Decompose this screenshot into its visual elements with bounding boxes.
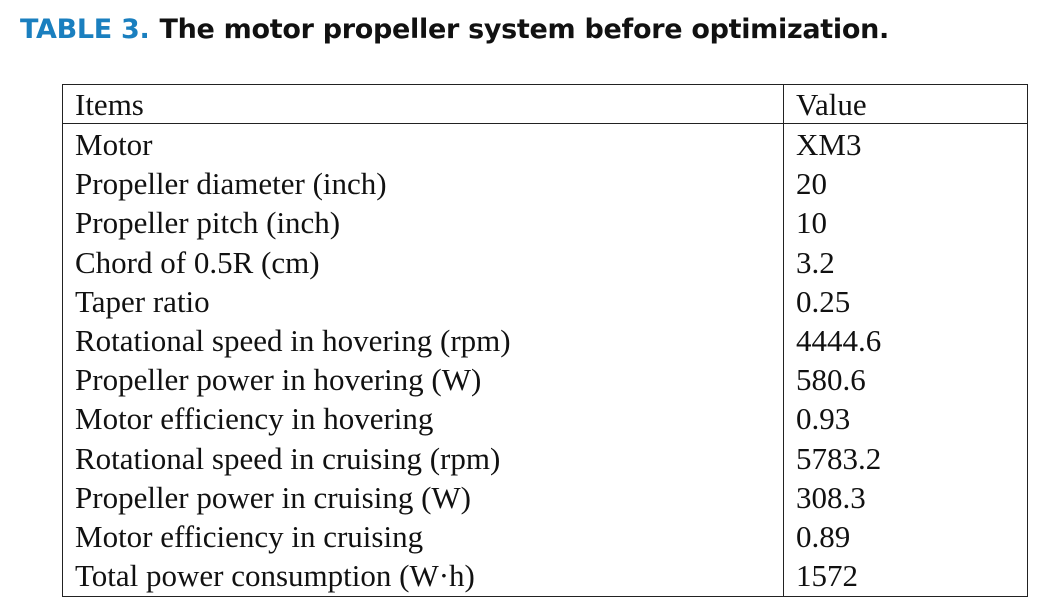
table-cell-value: 4444.6 bbox=[796, 323, 882, 358]
table-cell-value: 3.2 bbox=[796, 244, 835, 280]
table-cell-value: 0.25 bbox=[796, 283, 851, 319]
table-cell-item: Propeller diameter (inch) bbox=[75, 166, 387, 202]
table-cell-item: Chord of 0.5R (cm) bbox=[75, 244, 320, 280]
column-divider bbox=[783, 85, 784, 596]
table-cell-item: Total power consumption (W·h) bbox=[75, 558, 475, 594]
table-cell-value: XM3 bbox=[796, 127, 862, 162]
data-table: Items Value Motor XM3 Propeller diameter (… bbox=[62, 84, 1028, 597]
table-cell-item: Propeller power in hovering (W) bbox=[75, 362, 482, 398]
table-header-row: Items Value bbox=[63, 85, 1027, 124]
table-cell-value: 0.93 bbox=[796, 401, 851, 437]
table-cell-value: 5783.2 bbox=[796, 440, 882, 476]
table-cell-value: 10 bbox=[796, 205, 827, 241]
table-cell-item: Rotational speed in cruising (rpm) bbox=[75, 440, 501, 476]
header-items: Items bbox=[75, 87, 144, 122]
table-cell-value: 1572 bbox=[796, 558, 858, 594]
table-cell-item: Motor bbox=[75, 127, 153, 162]
table-cell-value: 580.6 bbox=[796, 362, 866, 398]
table-cell-item: Propeller power in cruising (W) bbox=[75, 479, 471, 515]
table-cell-item: Propeller pitch (inch) bbox=[75, 205, 341, 241]
table-caption: TABLE 3. The motor propeller system befor… bbox=[20, 10, 889, 50]
table-cell-item: Taper ratio bbox=[75, 283, 210, 319]
header-value: Value bbox=[796, 87, 867, 122]
table-title: The motor propeller system before optimi… bbox=[159, 14, 890, 45]
table-cell-item: Motor efficiency in cruising bbox=[75, 519, 424, 554]
table-cell-item: Motor efficiency in hovering bbox=[75, 401, 434, 437]
table-cell-item: Rotational speed in hovering (rpm) bbox=[75, 323, 511, 358]
table-number-label: TABLE 3. bbox=[20, 14, 150, 45]
table-cell-value: 20 bbox=[796, 166, 827, 202]
table-cell-value: 308.3 bbox=[796, 479, 866, 515]
table-cell-value: 0.89 bbox=[796, 519, 851, 554]
